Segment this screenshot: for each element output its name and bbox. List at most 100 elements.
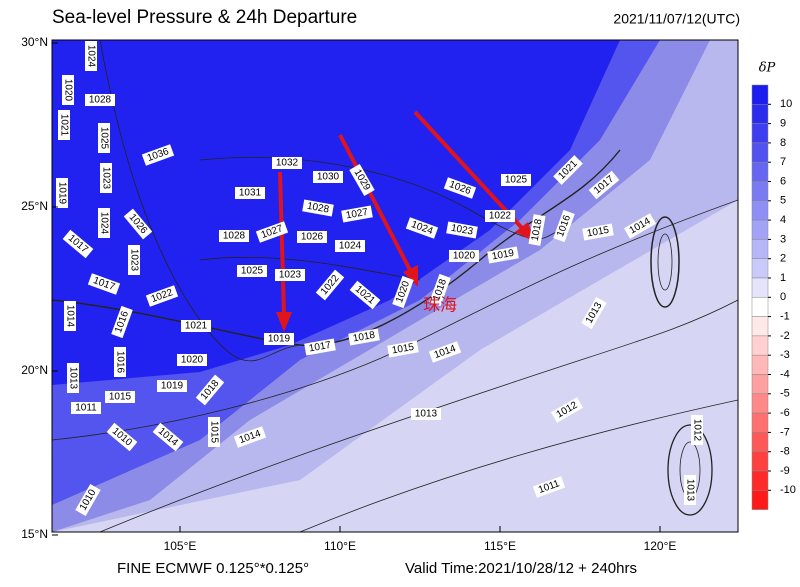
contour-label-bg xyxy=(487,246,519,264)
contour-label-bg xyxy=(237,265,267,277)
contour-label: 1028 xyxy=(223,231,246,242)
contour-label: 1023 xyxy=(279,270,302,281)
title: Sea-level Pressure & 24h Departure xyxy=(52,7,357,28)
contour-label-bg xyxy=(67,363,79,393)
contour-label-bg xyxy=(335,240,365,252)
contour-label-bg xyxy=(501,174,531,186)
contour-label: 1013 xyxy=(67,367,78,390)
contour-label-bg xyxy=(275,269,305,281)
colorbar-tick-label: 0 xyxy=(780,291,786,303)
colorbar-tick-label: 1 xyxy=(780,272,786,284)
contour-label-bg xyxy=(302,199,334,217)
contour-label: 1012 xyxy=(691,419,702,442)
colorbar-box xyxy=(751,412,769,433)
lon-tick-label: 105°E xyxy=(164,539,197,553)
colorbar-tick-label: -4 xyxy=(780,368,790,380)
contour-label: 1021 xyxy=(58,114,69,137)
lon-tick-label: 110°E xyxy=(324,539,356,553)
colorbar-tick-label: -8 xyxy=(780,446,790,458)
contour-label: 1023 xyxy=(100,167,111,190)
contour-label-bg xyxy=(264,333,294,345)
colorbar-box xyxy=(751,258,769,279)
contour-label: 1016 xyxy=(114,351,125,374)
colorbar-box xyxy=(751,432,769,452)
model-label: FINE ECMWF 0.125°*0.125° xyxy=(117,560,309,577)
colorbar-box xyxy=(751,239,769,259)
colorbar-box xyxy=(751,297,769,317)
contour-label-bg xyxy=(349,280,381,310)
contour-label: 1020 xyxy=(62,79,73,102)
contour-label-bg xyxy=(553,209,575,243)
contour-label-bg xyxy=(588,170,620,200)
contour-label-bg xyxy=(235,187,265,199)
colorbar-tick-label: -5 xyxy=(780,388,790,400)
colorbar-title: δP xyxy=(759,61,776,76)
contour-label: 1021 xyxy=(185,321,208,332)
contour-label: 1023 xyxy=(128,249,139,272)
colorbar-tick-label: -1 xyxy=(780,311,790,323)
colorbar-box xyxy=(751,335,769,356)
contour-label-bg xyxy=(485,210,515,222)
contour-label-bg xyxy=(100,163,112,193)
contour-label-bg xyxy=(152,422,184,452)
arrows xyxy=(276,110,535,332)
contour-label-bg xyxy=(532,476,566,498)
colorbar-tick-label: 7 xyxy=(780,156,786,168)
colorbar-box xyxy=(751,354,769,375)
contour-label: 1015 xyxy=(391,342,415,357)
contour-label-bg xyxy=(105,391,135,403)
contour-label-bg xyxy=(98,123,110,153)
colorbar-box xyxy=(751,181,769,202)
lat-tick-label: 20°N xyxy=(21,363,48,377)
contour-label: 1022 xyxy=(489,211,512,222)
colorbar-tick-label: -3 xyxy=(780,349,790,361)
contour-label: 1025 xyxy=(505,175,528,186)
contour-label: 1025 xyxy=(241,266,264,277)
contour-label: 1019 xyxy=(491,248,515,263)
contour-label-bg xyxy=(106,422,138,452)
contour-label-bg xyxy=(691,415,703,445)
lon-tick-label: 115°E xyxy=(484,539,516,553)
contour-label: 1024 xyxy=(98,212,109,235)
contour-label-bg xyxy=(157,380,187,392)
contour-label-bg xyxy=(219,230,249,242)
colorbar-box xyxy=(751,277,769,298)
contour-label-bg xyxy=(429,273,451,307)
contour-label-bg xyxy=(64,301,76,331)
contour-label-bg xyxy=(341,205,373,223)
contour-label-bg xyxy=(313,171,343,183)
contour-label: 1015 xyxy=(109,392,132,403)
colorbar-tick-label: 9 xyxy=(780,118,786,130)
contour-label-bg xyxy=(87,273,121,295)
contour-label: 1024 xyxy=(85,45,96,68)
colorbar-box xyxy=(751,219,769,240)
contour-label-bg xyxy=(111,305,133,339)
contour-label-bg xyxy=(443,177,477,199)
contour-label-bg xyxy=(62,75,74,105)
colorbar-tick-label: -2 xyxy=(780,330,790,342)
contour-label-bg xyxy=(255,221,289,243)
contour-label: 1023 xyxy=(450,223,474,238)
contour-label-bg xyxy=(581,297,607,329)
contour-label-bg xyxy=(348,328,380,346)
colorbar-box xyxy=(751,316,769,337)
lat-tick-label: 25°N xyxy=(21,199,48,213)
colorbar-tick-label: 3 xyxy=(780,233,786,245)
lon-tick-label: 120°E xyxy=(644,539,677,553)
colorbar-box xyxy=(751,200,769,221)
contour-label: 1014 xyxy=(64,305,75,328)
contour-label: 1027 xyxy=(345,207,369,222)
contour-label: 1015 xyxy=(208,421,219,444)
contour-label-bg xyxy=(551,397,583,423)
contour-label-bg xyxy=(233,426,267,448)
contour-label-bg xyxy=(128,245,140,275)
contour-label: 1025 xyxy=(98,127,109,150)
contour-label: 1028 xyxy=(306,201,330,216)
contour-label-bg xyxy=(272,157,302,169)
contour-label-bg xyxy=(304,338,336,356)
contour-label-bg xyxy=(553,155,583,185)
contour-label: 1019 xyxy=(56,182,67,205)
